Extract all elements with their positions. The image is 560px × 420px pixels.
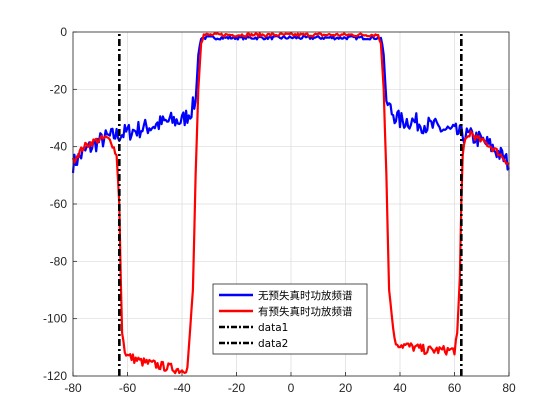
plot-frame — [72, 31, 510, 377]
y-tick-label: -20 — [50, 82, 68, 96]
legend-label: 有预失真时功放频谱 — [258, 305, 353, 318]
x-tick-label: 80 — [502, 381, 516, 395]
legend-label: data2 — [258, 338, 288, 350]
x-tick-label: 0 — [288, 381, 295, 395]
x-tick-label: -40 — [173, 381, 191, 395]
y-tick-label: 0 — [60, 25, 67, 39]
x-axis-ticks: -80 -60 -40 -20 0 20 40 60 80 — [64, 372, 516, 395]
legend-label: 无预失真时功放频谱 — [258, 289, 353, 302]
y-tick-label: -80 — [50, 254, 68, 268]
y-axis-ticks: 0 -20 -40 -60 -80 -100 -120 — [43, 25, 77, 383]
x-tick-label: 40 — [393, 381, 407, 395]
series-line-with-predistortion — [71, 32, 510, 375]
x-tick-label: -80 — [64, 381, 82, 395]
y-tick-label: -100 — [43, 312, 67, 326]
x-tick-label: -20 — [228, 381, 246, 395]
y-tick-label: -120 — [43, 369, 67, 383]
x-tick-label: 60 — [448, 381, 462, 395]
y-tick-label: -60 — [50, 197, 68, 211]
series-line-no-predistortion — [71, 34, 510, 174]
x-tick-label: 20 — [339, 381, 353, 395]
legend-label: data1 — [258, 322, 288, 334]
y-tick-label: -40 — [50, 140, 68, 154]
x-tick-label: -60 — [119, 381, 137, 395]
series-group — [71, 32, 510, 376]
